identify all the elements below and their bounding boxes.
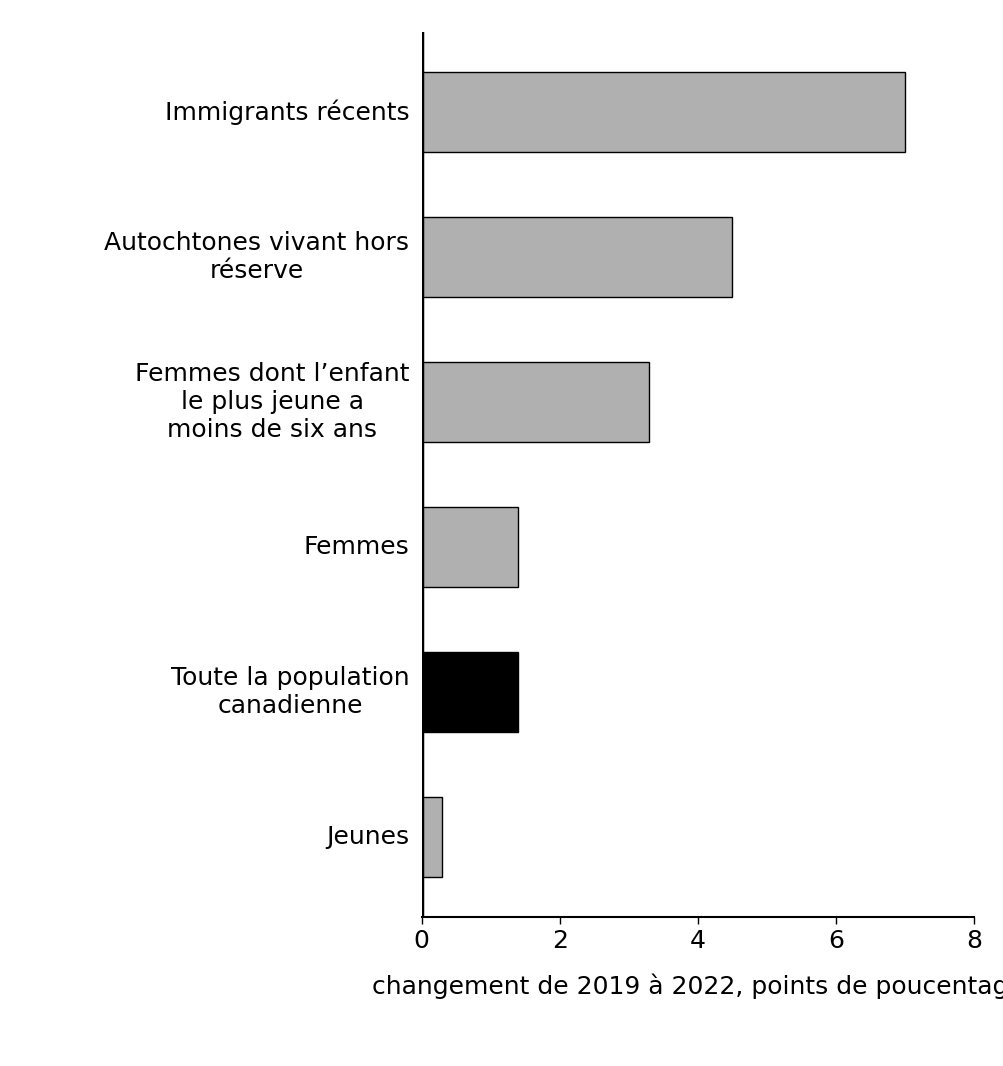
Bar: [421, 507, 518, 586]
Text: Femmes dont l’enfant
le plus jeune a
moins de six ans: Femmes dont l’enfant le plus jeune a moi…: [134, 362, 409, 441]
Text: Femmes: Femmes: [303, 535, 409, 559]
Bar: [421, 217, 731, 296]
Bar: [421, 362, 649, 441]
Bar: [421, 796, 442, 876]
Text: Toute la population
canadienne: Toute la population canadienne: [171, 666, 409, 717]
Text: Autochtones vivant hors
réserve: Autochtones vivant hors réserve: [104, 231, 409, 282]
Text: Immigrants récents: Immigrants récents: [164, 99, 409, 125]
Text: Jeunes: Jeunes: [326, 825, 409, 849]
Bar: [421, 652, 518, 731]
Bar: [421, 72, 904, 152]
X-axis label: changement de 2019 à 2022, points de poucentage: changement de 2019 à 2022, points de pou…: [371, 973, 1003, 999]
